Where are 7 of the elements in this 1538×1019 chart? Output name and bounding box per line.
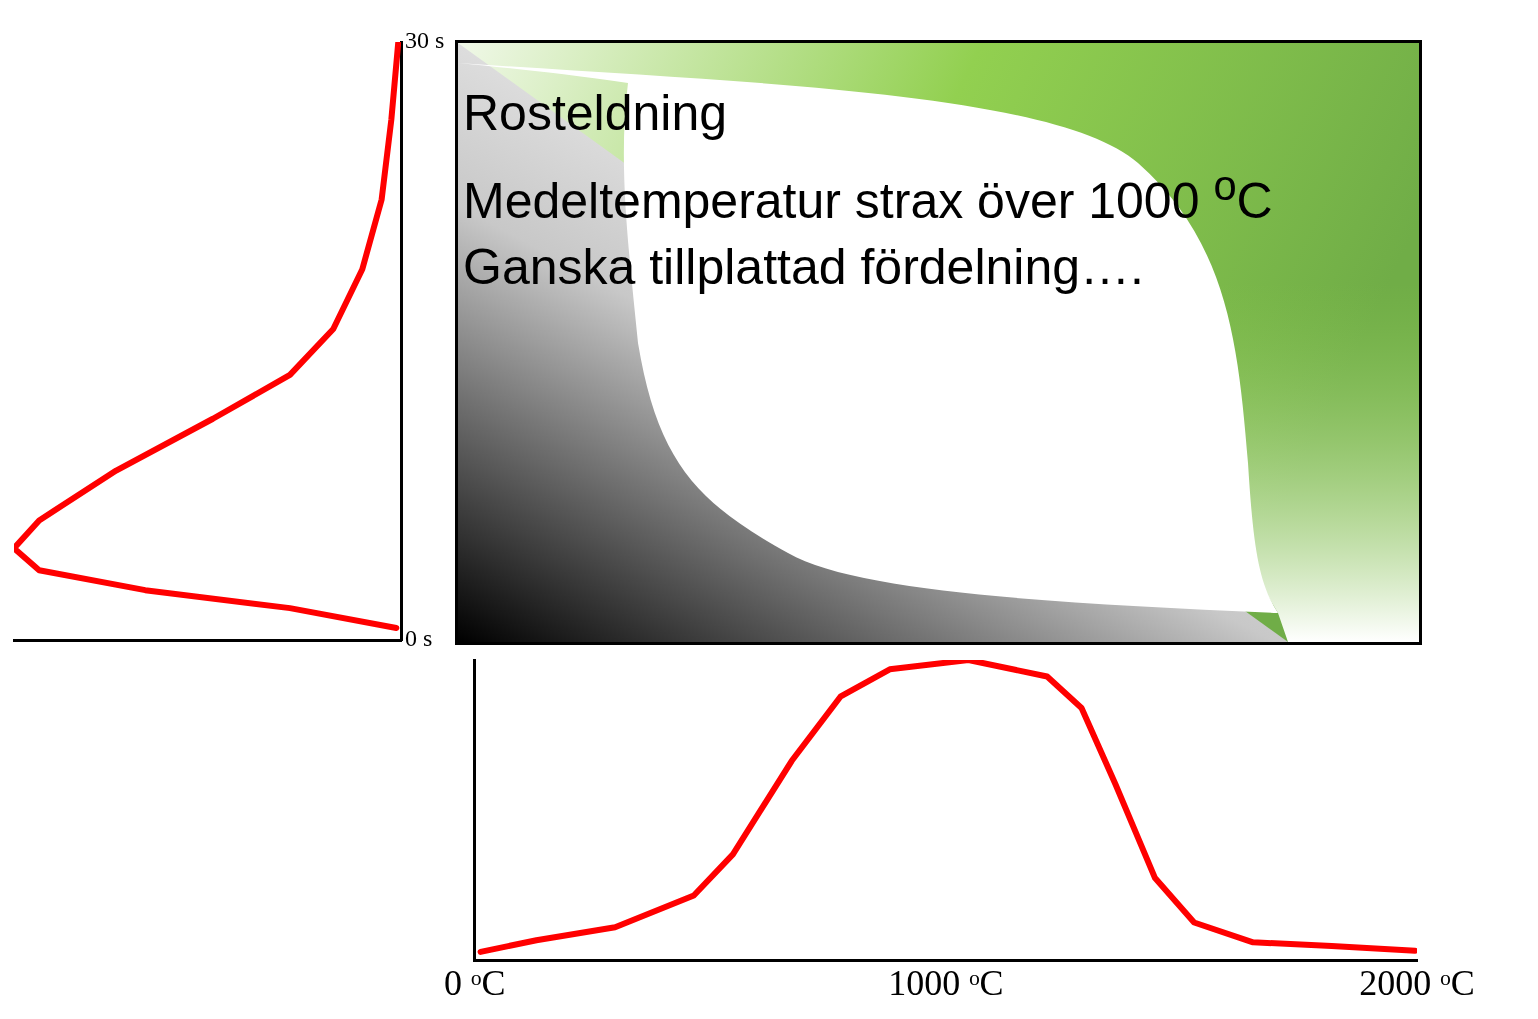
x-tick-label: 2000 ᵒC <box>1359 963 1475 1004</box>
x-tick-label: 0 ᵒC <box>444 963 506 1004</box>
text: Rosteldning <box>463 85 728 141</box>
y-tick-label: 0 s <box>405 625 433 652</box>
text: Ganska tillplattad fördelning…. <box>463 239 1144 295</box>
y-tick-label: 30 s <box>405 27 445 54</box>
x-tick-label: 1000 ᵒC <box>888 963 1004 1004</box>
